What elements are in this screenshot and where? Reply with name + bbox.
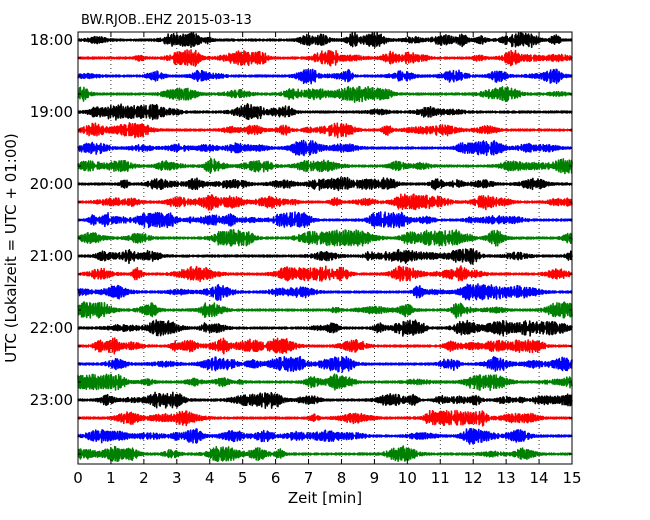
- seismogram-trace-2030: [77, 211, 573, 229]
- x-axis-ticks: 0 1 2 3 4 5 6 7 8 9 10 11 12 13 14 15: [73, 32, 582, 487]
- x-tick-label: 2: [139, 469, 149, 487]
- y-tick-label: 20:00: [30, 175, 73, 193]
- y-tick-label: 21:00: [30, 247, 73, 265]
- seismogram-trace-1915: [77, 122, 573, 139]
- x-tick-label: 13: [497, 469, 516, 487]
- seismogram-trace-2345: [77, 445, 573, 463]
- seismogram-trace-2000: [77, 176, 573, 192]
- x-tick-label: 15: [562, 469, 581, 487]
- x-tick-label: 4: [205, 469, 215, 487]
- x-axis-label: Zeit [min]: [288, 489, 362, 507]
- x-tick-label: 11: [431, 469, 450, 487]
- seismogram-trace-1830: [77, 68, 573, 85]
- grid-lines: [110, 32, 540, 464]
- seismogram-trace-2045: [77, 228, 573, 247]
- y-tick-label: 22:00: [30, 319, 73, 337]
- seismogram-trace-2200: [77, 319, 573, 337]
- seismogram-trace-1945: [77, 157, 573, 175]
- x-tick-label: 10: [398, 469, 417, 487]
- x-tick-label: 14: [530, 469, 549, 487]
- seismogram-trace-1930: [77, 139, 573, 157]
- seismogram-traces: [77, 31, 573, 463]
- x-tick-label: 9: [370, 469, 380, 487]
- seismogram-trace-2300: [77, 391, 573, 409]
- seismogram-trace-2130: [77, 283, 573, 301]
- seismogram-trace-2330: [77, 427, 573, 445]
- chart-title: BW.RJOB..EHZ 2015-03-13: [81, 13, 252, 28]
- x-tick-label: 3: [172, 469, 182, 487]
- seismogram-trace-2215: [77, 337, 573, 355]
- y-tick-label: 19:00: [30, 103, 73, 121]
- seismogram-trace-2230: [77, 355, 573, 373]
- y-axis-label: UTC (Lokalzeit = UTC + 01:00): [2, 133, 20, 363]
- x-tick-label: 8: [337, 469, 347, 487]
- x-tick-label: 0: [73, 469, 83, 487]
- x-tick-label: 1: [106, 469, 116, 487]
- seismogram-trace-2015: [77, 193, 573, 211]
- seismogram-trace-1845: [77, 85, 573, 103]
- y-tick-label: 23:00: [30, 391, 73, 409]
- seismogram-trace-1800: [77, 31, 573, 49]
- x-tick-label: 12: [464, 469, 483, 487]
- y-tick-label: 18:00: [30, 31, 73, 49]
- x-tick-label: 7: [304, 469, 314, 487]
- seismogram-trace-1900: [77, 103, 573, 121]
- plot-frame: [77, 31, 573, 465]
- seismogram-trace-2115: [77, 265, 573, 283]
- x-tick-label: 5: [238, 469, 248, 487]
- x-tick-label: 6: [271, 469, 281, 487]
- seismogram-trace-2245: [77, 373, 573, 391]
- y-axis-ticks: 18:00 19:00 20:00 21:00 22:00 23:00: [30, 31, 572, 455]
- seismogram-trace-2100: [77, 247, 573, 265]
- seismogram-trace-1815: [77, 49, 573, 67]
- seismogram-trace-2145: [77, 301, 573, 319]
- seismogram-trace-2315: [77, 409, 573, 427]
